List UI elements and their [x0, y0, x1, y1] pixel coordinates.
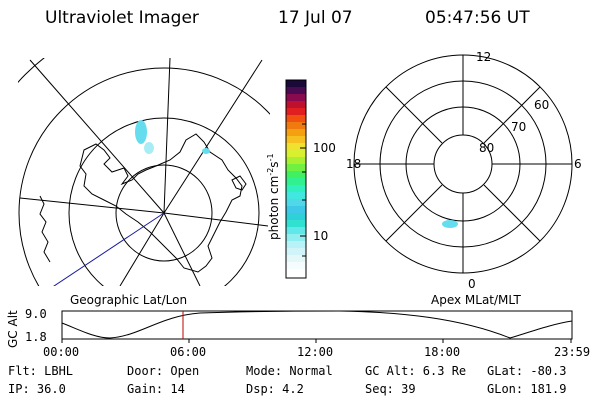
meridian-line	[19, 197, 165, 214]
lat-circle	[18, 67, 270, 286]
aurora-emission	[202, 148, 210, 154]
meridian-line	[163, 58, 171, 214]
meridian-line	[163, 59, 263, 214]
altitude-curve	[61, 310, 573, 339]
mode-info: Mode: Normal	[246, 364, 333, 378]
lat-circle	[68, 117, 260, 286]
seq-info: Seq: 39	[365, 382, 416, 396]
mlt-diagonal	[385, 184, 443, 242]
date-label: 17 Jul 07	[278, 8, 353, 28]
mlt-label-0: 0	[468, 277, 476, 291]
time-label: 05:47:56 UT	[425, 8, 530, 28]
dsp-info: Dsp: 4.2	[246, 382, 304, 396]
mlt-label-18: 18	[346, 157, 361, 171]
ip-info: IP: 36.0	[8, 382, 66, 396]
coastline-detail	[39, 195, 51, 263]
glat-info: GLat: -80.3	[487, 364, 567, 378]
altitude-axis-label: GC Alt	[6, 310, 20, 348]
time-tick: 06:00	[170, 345, 207, 359]
mlt-label-6: 6	[574, 157, 582, 171]
polar-plot	[353, 54, 573, 274]
meridian-line	[119, 212, 165, 286]
orbit-track	[53, 212, 165, 286]
gc-alt-info: GC Alt: 6.3 Re	[365, 364, 467, 378]
mlt-diagonal	[483, 86, 541, 144]
apex-panel-label: Apex MLat/MLT	[431, 293, 521, 307]
lat-label-60: 60	[534, 98, 549, 112]
filter-info: Flt: LBHL	[8, 364, 74, 378]
lat-label-80: 80	[479, 141, 494, 155]
colorbar	[285, 79, 307, 279]
alt-tick-max: 9.0	[25, 307, 47, 321]
aurora-emission-polar	[442, 220, 458, 228]
meridian-line	[29, 59, 165, 214]
geographic-panel-label: Geographic Lat/Lon	[70, 293, 188, 307]
glon-info: GLon: 181.9	[487, 382, 567, 396]
time-tick: 00:00	[43, 345, 80, 359]
mlt-diagonal	[483, 184, 541, 242]
colorbar-tick-100: 100	[313, 141, 336, 155]
aurora-emission	[135, 120, 147, 144]
lat-label-70: 70	[511, 120, 526, 134]
gain-info: Gain: 14	[127, 382, 185, 396]
time-tick: 18:00	[424, 345, 461, 359]
meridian-line	[163, 212, 269, 227]
time-tick: 12:00	[297, 345, 334, 359]
mlt-diagonal	[385, 86, 443, 144]
door-info: Door: Open	[127, 364, 200, 378]
time-tick: 23:59	[554, 345, 591, 359]
mlt-label-12: 12	[476, 50, 491, 64]
alt-tick-min: 1.8	[25, 330, 47, 344]
aurora-emission	[144, 142, 154, 154]
coastline	[79, 133, 243, 273]
instrument-title: Ultraviolet Imager	[45, 8, 199, 28]
lat-circle	[115, 164, 213, 262]
colorbar-unit-label: photon cm-2s-1	[266, 153, 281, 240]
colorbar-tick-10: 10	[313, 229, 328, 243]
coastline-island	[231, 175, 247, 191]
altitude-plot	[61, 310, 573, 343]
meridian-line	[163, 212, 201, 286]
